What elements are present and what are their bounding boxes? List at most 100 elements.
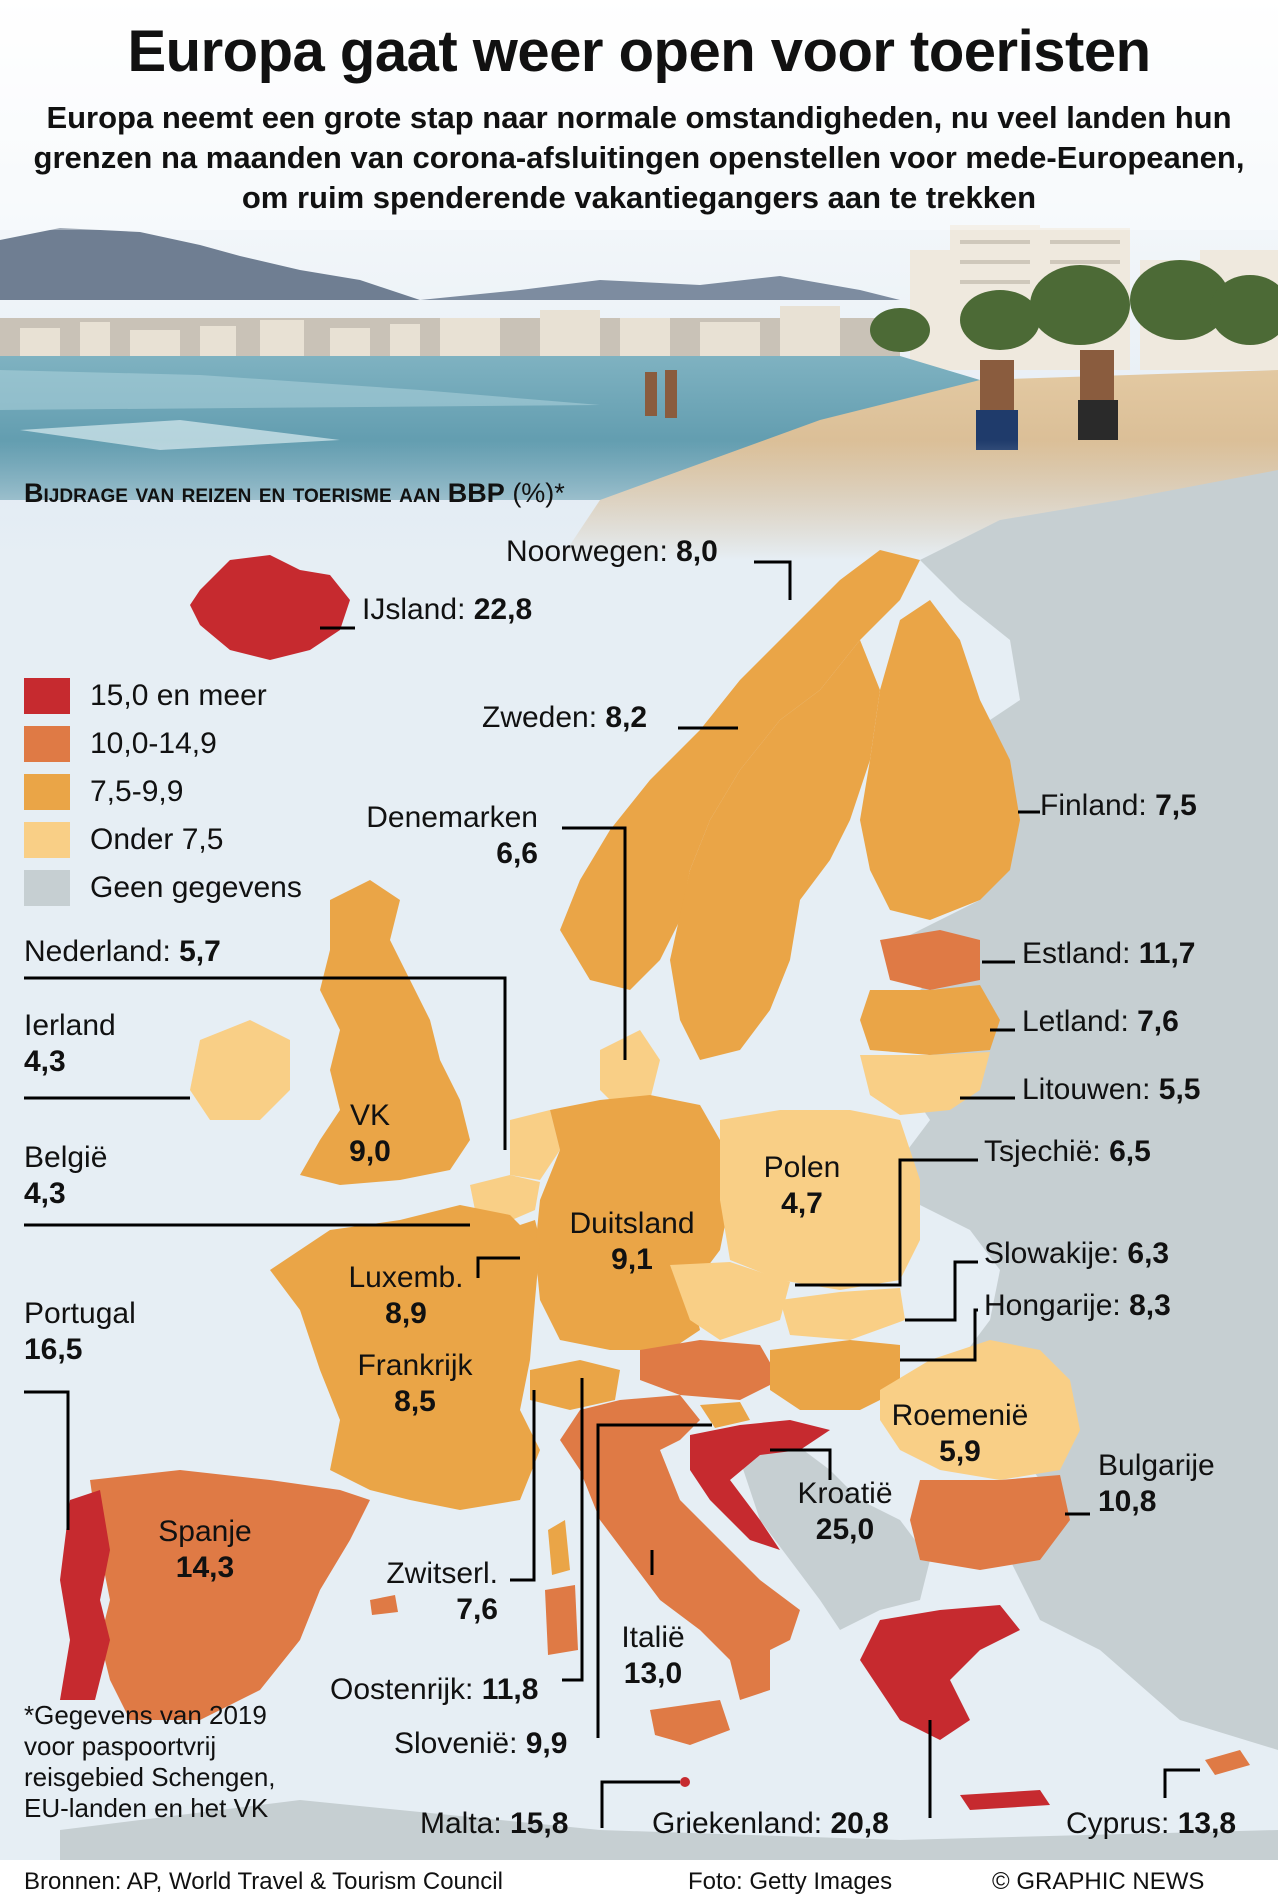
name-letland: Letland (1022, 1005, 1121, 1038)
leader-portugal (24, 1390, 70, 1530)
page-subtitle: Europa neemt een grote stap naar normale… (33, 100, 1245, 215)
leader-oostenrijk (562, 1378, 584, 1682)
name-zweden: Zweden (482, 701, 589, 734)
value-kroatie: 25,0 (815, 1513, 875, 1546)
name-portugal: Portugal (24, 1297, 136, 1330)
name-zwitserl: Zwitserl. (386, 1557, 498, 1590)
leader-cyprus (1163, 1768, 1200, 1798)
country-ireland (190, 1020, 290, 1120)
no-data-land-balkans (740, 1440, 930, 1630)
value-noorwegen: 8,0 (676, 535, 718, 568)
label-italie: Italië 13,0 (608, 1620, 698, 1692)
country-france (270, 1205, 540, 1510)
name-denemarken: Denemarken (366, 801, 538, 834)
value-polen: 4,7 (781, 1187, 823, 1220)
label-zwitserl: Zwitserl. 7,6 (372, 1556, 498, 1628)
country-switzerland (530, 1360, 620, 1410)
name-polen: Polen (763, 1151, 841, 1184)
label-hongarije: Hongarije: 8,3 (984, 1289, 1171, 1322)
label-tsjechie: Tsjechië: 6,5 (984, 1135, 1151, 1168)
country-slovenia (700, 1402, 750, 1428)
country-romania (880, 1340, 1080, 1480)
value-ierland: 4,3 (24, 1045, 66, 1078)
island-corsica (548, 1520, 570, 1575)
country-uk (300, 880, 470, 1185)
label-portugal: Portugal 16,5 (24, 1296, 136, 1368)
value-zweden: 8,2 (605, 701, 648, 734)
footer-credit: © GRAPHIC NEWS (992, 1868, 1205, 1895)
country-austria (640, 1340, 780, 1400)
country-iceland (190, 555, 350, 660)
legend-swatch (24, 774, 70, 810)
leader-zwitserl (510, 1390, 536, 1582)
value-luxemb: 8,9 (385, 1297, 427, 1330)
label-estland: Estland: 11,7 (1022, 937, 1196, 970)
legend-item: 10,0-14,9 (24, 724, 217, 764)
value-vk: 9,0 (349, 1135, 391, 1168)
label-litouwen: Litouwen: 5,5 (1022, 1073, 1201, 1106)
leader-denemarken (562, 826, 627, 1060)
legend-label: 15,0 en meer (90, 679, 267, 712)
island-sardinia (545, 1585, 578, 1655)
name-duitsland: Duitsland (569, 1207, 695, 1240)
value-tsjechie: 6,5 (1109, 1135, 1151, 1168)
label-spanje: Spanje 14,3 (140, 1514, 270, 1586)
label-griekenland: Griekenland: 20,8 (652, 1807, 889, 1840)
country-netherlands (510, 1110, 560, 1180)
legend-item: Onder 7,5 (24, 820, 223, 860)
value-belgie: 4,3 (24, 1177, 66, 1210)
country-greece (860, 1605, 1020, 1740)
country-croatia (690, 1420, 830, 1550)
country-sweden (670, 640, 880, 1060)
country-slovakia (780, 1288, 905, 1340)
value-denemarken: 6,6 (496, 837, 538, 870)
name-litouwen: Litouwen (1022, 1073, 1143, 1106)
name-oostenrijk: Oostenrijk (330, 1673, 466, 1706)
legend-swatch (24, 870, 70, 906)
value-letland: 7,6 (1137, 1005, 1179, 1038)
name-luxemb: Luxemb. (348, 1261, 464, 1294)
name-nederland: Nederland (24, 935, 163, 968)
value-slovenie: 9,9 (525, 1727, 568, 1760)
label-vk: VK 9,0 (330, 1098, 410, 1170)
label-slowakije: Slowakije: 6,3 (984, 1237, 1170, 1270)
name-ierland: Ierland (24, 1009, 116, 1042)
value-portugal: 16,5 (24, 1333, 83, 1366)
value-malta: 15,8 (510, 1807, 569, 1840)
legend-label: Onder 7,5 (90, 823, 224, 856)
no-data-land-africa (60, 1800, 1278, 1860)
name-cyprus: Cyprus (1066, 1807, 1162, 1840)
name-noorwegen: Noorwegen (506, 535, 660, 568)
value-zwitserl: 7,6 (456, 1593, 498, 1626)
label-malta: Malta: 15,8 (420, 1807, 569, 1840)
leader-noorwegen (754, 560, 792, 600)
island-sicily (650, 1700, 730, 1745)
value-spanje: 14,3 (175, 1551, 235, 1584)
label-noorwegen: Noorwegen: 8,0 (506, 535, 718, 568)
leader-slovenie (596, 1423, 712, 1738)
label-cyprus: Cyprus: 13,8 (1066, 1807, 1237, 1840)
value-italie: 13,0 (623, 1657, 683, 1690)
country-bulgaria (910, 1475, 1070, 1570)
value-duitsland: 9,1 (611, 1243, 653, 1276)
footnote: *Gegevens van 2019 voor paspoortvrij rei… (24, 1700, 276, 1823)
name-bulgarije: Bulgarije (1098, 1449, 1215, 1482)
name-malta: Malta (420, 1807, 494, 1840)
footer-photo: Foto: Getty Images (688, 1868, 893, 1895)
chart-heading-text: Bijdrage van reizen en toerisme aan BBP (24, 478, 505, 508)
label-kroatie: Kroatië 25,0 (780, 1476, 910, 1548)
legend-swatch (24, 726, 70, 762)
leader-hongarije (900, 1308, 978, 1362)
value-frankrijk: 8,5 (394, 1385, 436, 1418)
country-latvia (860, 985, 1000, 1055)
country-estonia (880, 930, 980, 990)
label-polen: Polen 4,7 (752, 1150, 852, 1222)
island-crete (960, 1790, 1050, 1810)
label-letland: Letland: 7,6 (1022, 1005, 1179, 1038)
value-finland: 7,5 (1155, 789, 1197, 822)
label-bulgarije: Bulgarije 10,8 (1098, 1448, 1215, 1520)
country-italy (560, 1395, 800, 1700)
legend-label: 10,0-14,9 (90, 727, 217, 760)
chart-heading: Bijdrage van reizen en toerisme aan BBP … (24, 478, 565, 509)
label-zweden: Zweden: 8,2 (482, 701, 648, 734)
